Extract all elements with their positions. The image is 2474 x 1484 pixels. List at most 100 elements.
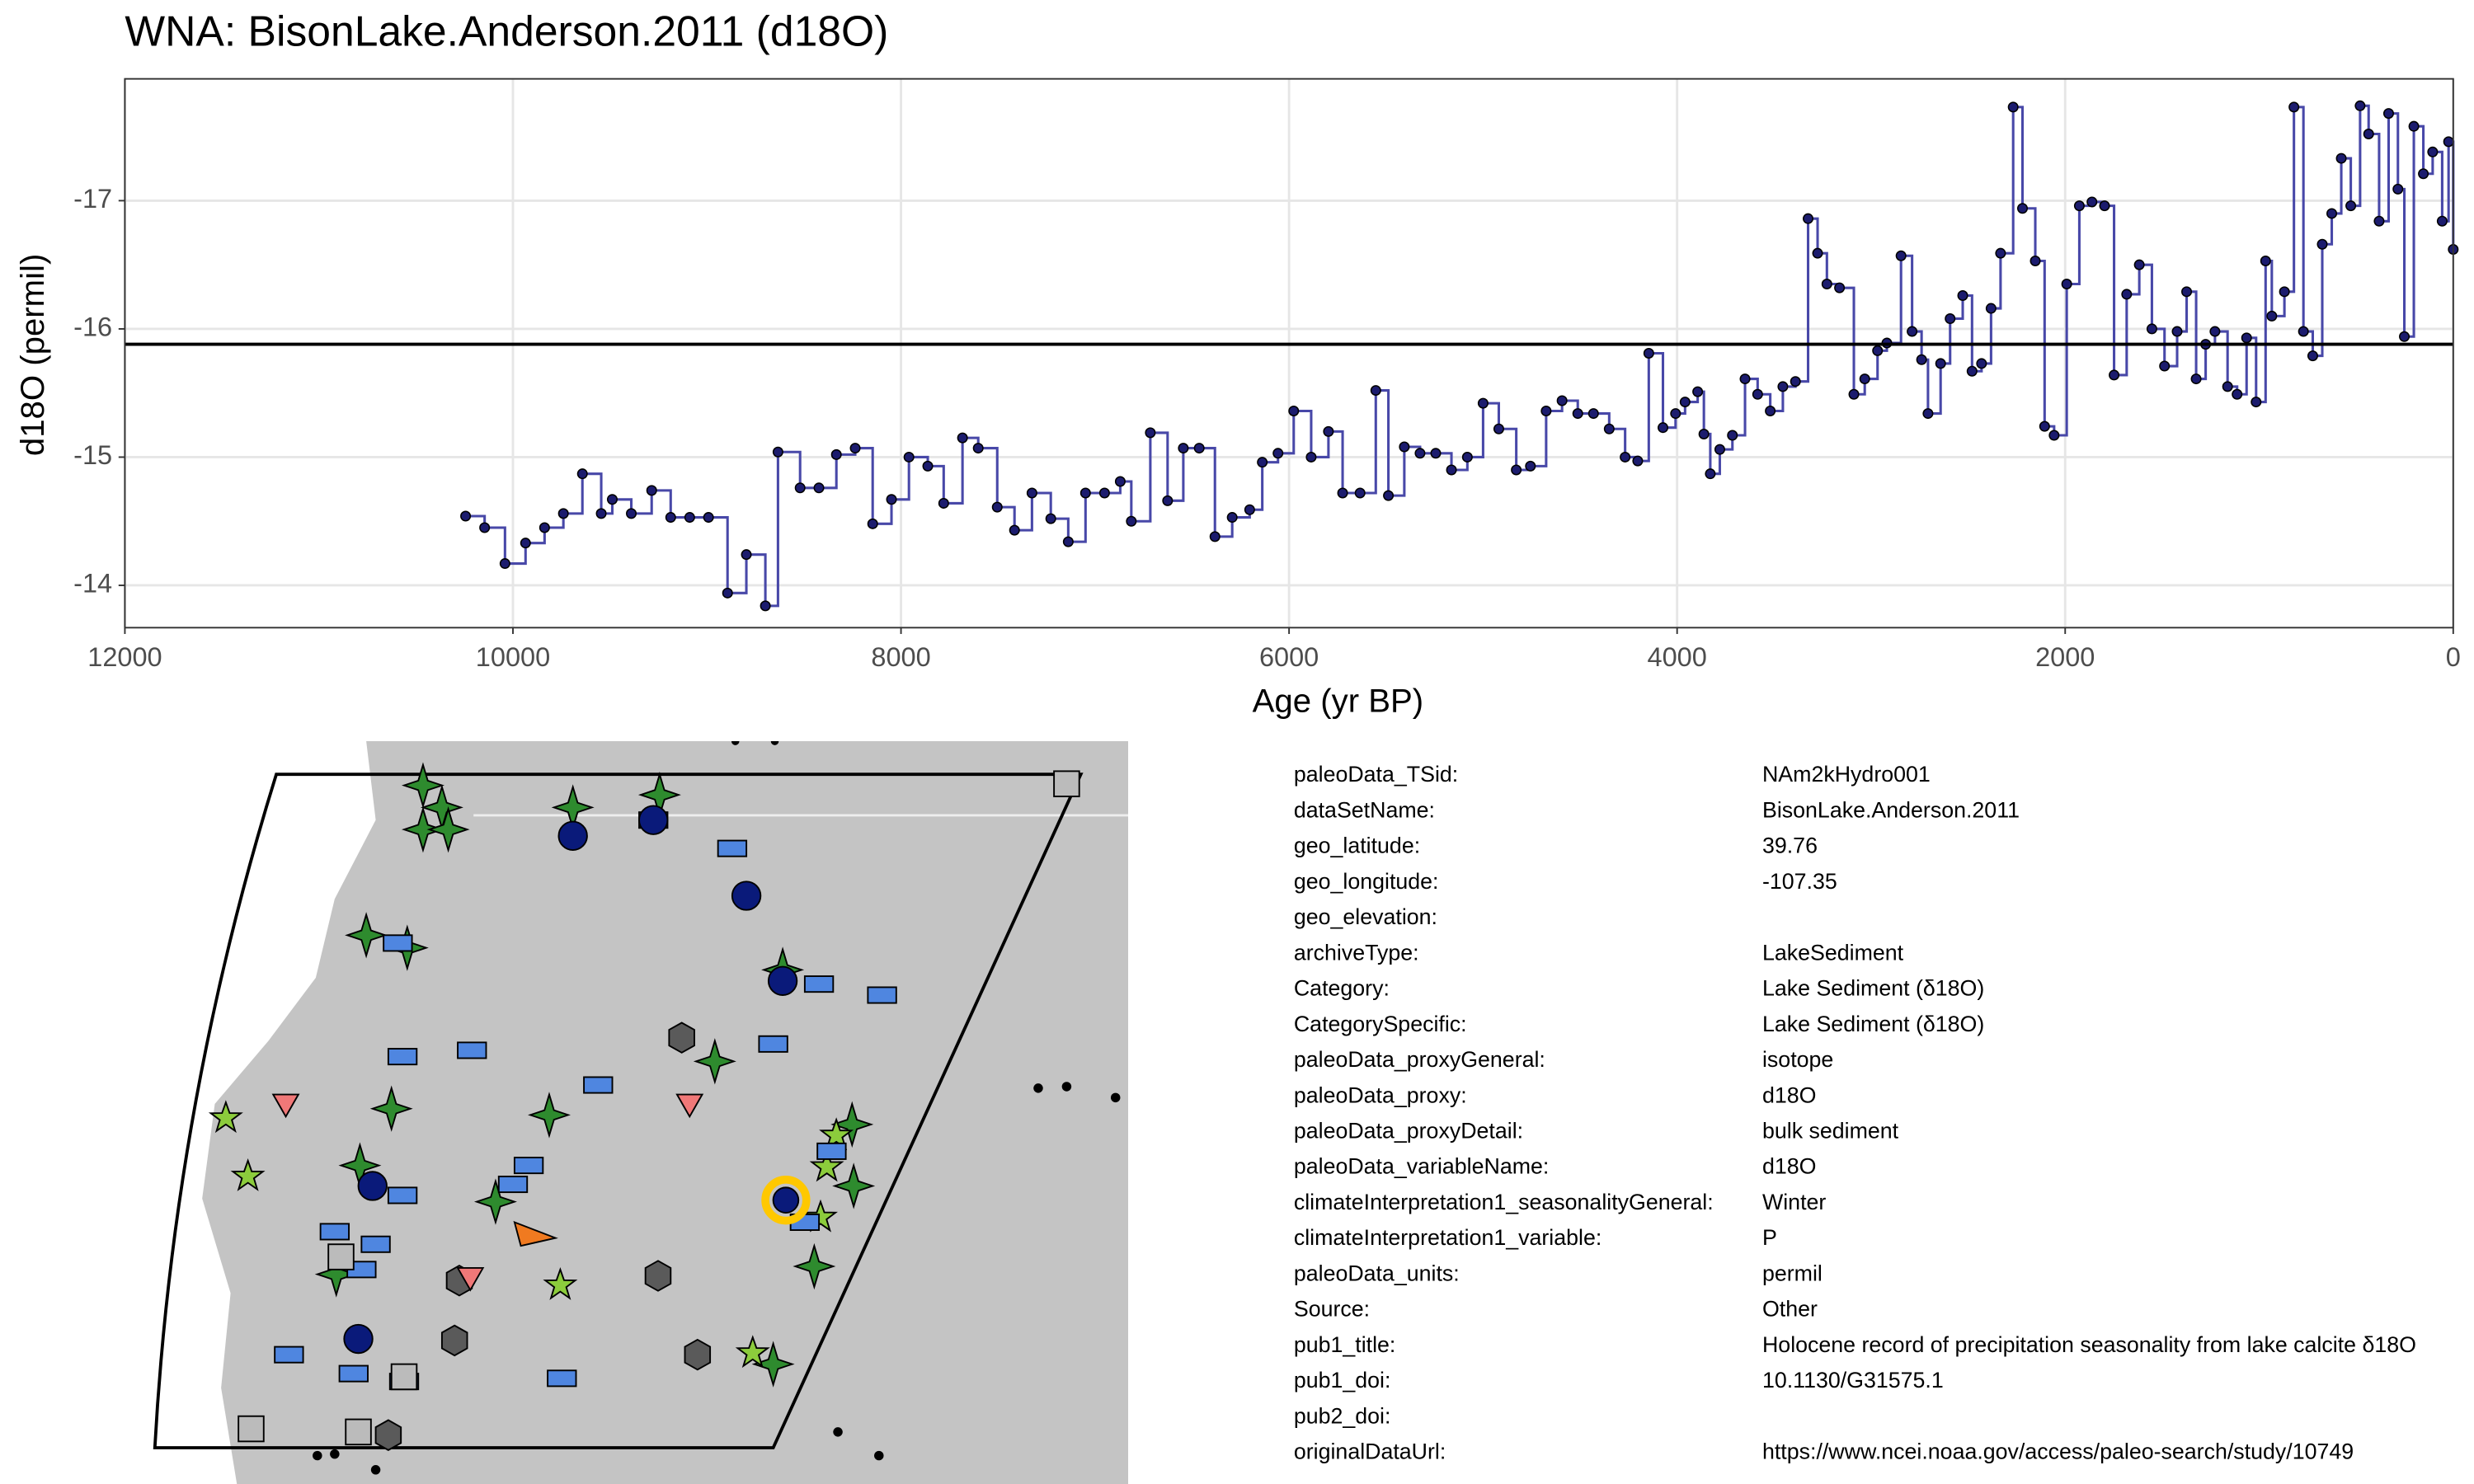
- point: [1162, 495, 1174, 506]
- point: [1922, 408, 1934, 420]
- point: [1643, 347, 1654, 359]
- x-tick-label: 10000: [476, 642, 550, 672]
- point: [2326, 208, 2338, 219]
- point: [2418, 168, 2429, 180]
- point: [2190, 373, 2202, 385]
- point: [2181, 286, 2193, 298]
- point: [460, 510, 472, 522]
- line-segment: [563, 473, 584, 515]
- x-tick-label: 12000: [87, 642, 162, 672]
- point: [2007, 101, 2019, 113]
- point: [2399, 331, 2411, 342]
- point: [1670, 408, 1681, 420]
- point: [557, 508, 569, 519]
- point: [1114, 476, 1126, 487]
- line-segment: [891, 457, 910, 501]
- point: [576, 468, 588, 480]
- map: [139, 741, 1129, 1484]
- point: [684, 512, 695, 524]
- point: [1009, 524, 1020, 536]
- info-value: LakeSediment: [1762, 940, 1904, 965]
- map-markers: [209, 741, 1121, 1475]
- point: [1859, 373, 1870, 385]
- info-value: bulk sediment: [1762, 1119, 1899, 1144]
- line-segment: [1032, 491, 1052, 519]
- info-value: Winter: [1762, 1190, 1826, 1214]
- point: [772, 446, 783, 458]
- point: [1288, 405, 1300, 416]
- point: [2039, 420, 2050, 432]
- point: [2030, 255, 2041, 267]
- point: [2209, 326, 2221, 337]
- point: [2382, 108, 2394, 120]
- line-segment: [651, 489, 672, 518]
- point: [1957, 289, 1968, 301]
- point: [1145, 427, 1156, 439]
- line-segment: [505, 542, 527, 566]
- y-tick-label: -15: [73, 440, 112, 470]
- point: [972, 443, 984, 454]
- point: [1493, 423, 1504, 434]
- point: [1193, 443, 1205, 454]
- info-key: Source:: [1294, 1297, 1370, 1322]
- region-outline: [153, 773, 1084, 1449]
- point: [2335, 153, 2347, 164]
- point: [849, 443, 861, 454]
- point: [1323, 425, 1334, 437]
- point: [1540, 405, 1552, 416]
- point: [922, 460, 934, 472]
- point: [741, 549, 752, 561]
- point: [1026, 487, 1037, 499]
- point: [2241, 332, 2252, 344]
- point: [722, 587, 733, 599]
- point: [1848, 388, 1860, 400]
- point: [1098, 487, 1110, 499]
- line-segment: [997, 505, 1016, 531]
- point: [1834, 282, 1846, 294]
- line-segment: [855, 447, 874, 524]
- point: [539, 522, 550, 533]
- info-value: BisonLake.Anderson.2011: [1762, 797, 2020, 822]
- info-key: paleoData_proxyGeneral:: [1294, 1047, 1545, 1072]
- point: [1354, 487, 1366, 499]
- point: [1727, 430, 1738, 441]
- point: [1257, 457, 1268, 468]
- y-axis-label: d18O (permil): [14, 254, 51, 456]
- point: [2279, 286, 2290, 298]
- point: [1399, 441, 1410, 453]
- point: [1383, 490, 1395, 501]
- point: [2392, 183, 2404, 195]
- info-key: CategorySpecific:: [1294, 1012, 1467, 1036]
- point: [2016, 203, 2028, 214]
- point: [2121, 289, 2133, 300]
- land: [202, 741, 1129, 1484]
- info-key: Category:: [1294, 976, 1390, 1001]
- point: [2232, 388, 2243, 400]
- line-segment: [1293, 409, 1313, 458]
- point: [1976, 358, 1987, 369]
- info-table: paleoData_TSid: NAm2kHydro001 dataSetName:…: [1294, 762, 2416, 1463]
- y-tick-label: -14: [73, 569, 112, 599]
- point: [2316, 238, 2328, 250]
- point: [1603, 423, 1615, 434]
- x-tick-label: 2000: [2035, 642, 2095, 672]
- line-segment: [978, 447, 999, 508]
- line-segment: [943, 438, 964, 505]
- x-tick-label: 8000: [871, 642, 930, 672]
- point: [2073, 200, 2085, 212]
- point: [1178, 443, 1189, 454]
- plot-border: [124, 77, 2454, 629]
- point: [1209, 531, 1221, 542]
- info-value: Lake Sediment (δ18O): [1762, 976, 1984, 1001]
- point: [1777, 381, 1789, 392]
- point: [991, 501, 1003, 513]
- point: [830, 448, 842, 460]
- info-key: climateInterpretation1_seasonalityGenera…: [1294, 1190, 1714, 1214]
- point: [2298, 326, 2309, 337]
- info-key: geo_longitude:: [1294, 869, 1439, 894]
- info-value: d18O: [1762, 1082, 1816, 1107]
- point: [1692, 386, 1704, 397]
- point: [903, 451, 915, 463]
- line-segment: [1051, 517, 1070, 542]
- info-key: paleoData_proxyDetail:: [1294, 1119, 1523, 1144]
